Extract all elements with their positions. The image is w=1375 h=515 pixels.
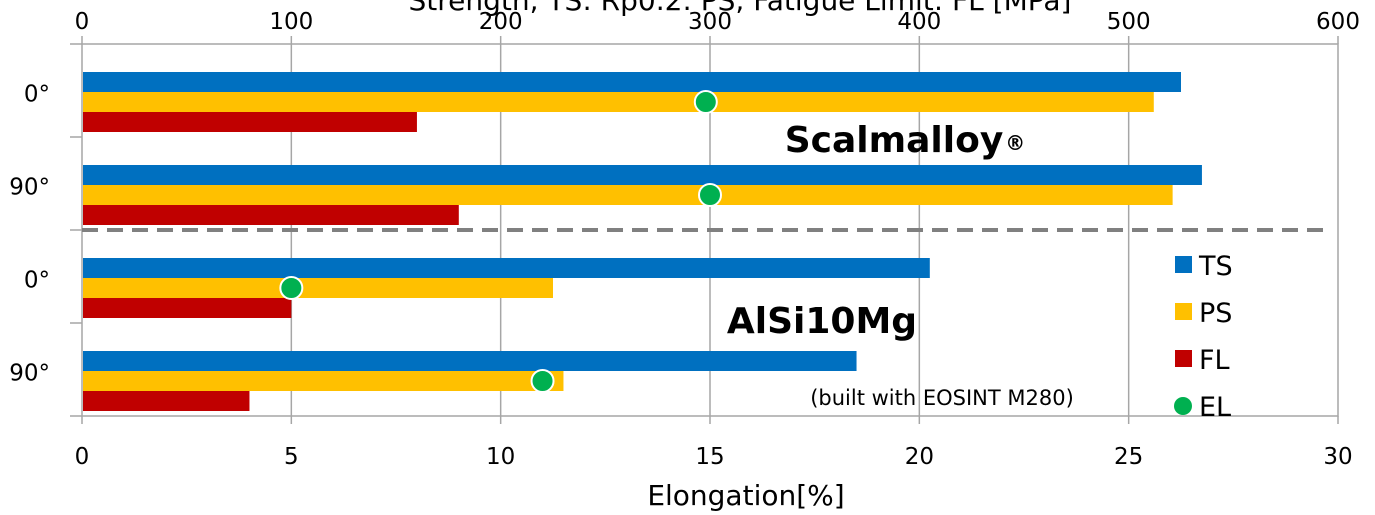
legend-swatch-ps bbox=[1175, 303, 1192, 320]
top-tick-label: 200 bbox=[479, 9, 523, 35]
bar-ps bbox=[83, 185, 1173, 205]
legend: TS PS FL EL bbox=[1174, 251, 1233, 423]
top-tick-label: 100 bbox=[269, 9, 313, 35]
category-label: 0° bbox=[24, 82, 50, 108]
legend-swatch-fl bbox=[1175, 350, 1192, 367]
category-label: 90° bbox=[9, 175, 50, 201]
bar-ts bbox=[83, 72, 1181, 92]
bottom-tick-label: 20 bbox=[905, 444, 934, 470]
top-tick-label: 400 bbox=[897, 9, 941, 35]
el-markers bbox=[279, 90, 722, 393]
category-label: 0° bbox=[24, 268, 50, 294]
bottom-tick-label: 0 bbox=[75, 444, 90, 470]
bottom-tick-label: 25 bbox=[1114, 444, 1143, 470]
bar-ts bbox=[83, 258, 930, 278]
legend-label: TS bbox=[1198, 251, 1233, 282]
legend-label: EL bbox=[1199, 392, 1231, 423]
top-tick-label: 600 bbox=[1316, 9, 1360, 35]
bar-ts bbox=[83, 351, 857, 371]
marker-el bbox=[279, 276, 304, 300]
bar-ps bbox=[83, 278, 553, 298]
bottom-axis-title: Elongation[%] bbox=[647, 479, 844, 512]
legend-label: FL bbox=[1199, 345, 1230, 376]
bottom-tick-label: 30 bbox=[1323, 444, 1352, 470]
bar-ps bbox=[83, 92, 1154, 112]
bars bbox=[83, 72, 1202, 411]
y-axis: 0° 90° 0° 90° bbox=[9, 43, 82, 417]
scalmalloy-label-text: Scalmalloy bbox=[785, 120, 1004, 161]
marker-el bbox=[693, 90, 718, 114]
bottom-tick-label: 5 bbox=[284, 444, 299, 470]
top-axis-title-text: Strength, TS: Rp0.2: PS, Fatigue Limit: … bbox=[409, 0, 1072, 17]
top-tick-label: 300 bbox=[688, 9, 732, 35]
legend-swatch-el bbox=[1174, 397, 1192, 415]
top-axis-ticks: 0 100 200 300 400 500 600 bbox=[75, 9, 1360, 44]
legend-swatch-ts bbox=[1175, 256, 1192, 273]
scalmalloy-label: Scalmalloy ® bbox=[785, 120, 1026, 161]
alsi10mg-label: AlSi10Mg bbox=[727, 301, 917, 342]
marker-el bbox=[698, 183, 722, 207]
legend-label: PS bbox=[1199, 298, 1232, 329]
bar-ts bbox=[83, 165, 1202, 185]
build-note: (built with EOSINT M280) bbox=[810, 386, 1074, 410]
bar-fl bbox=[83, 391, 250, 411]
bar-fl bbox=[83, 112, 417, 132]
top-tick-label: 500 bbox=[1107, 9, 1151, 35]
bottom-tick-label: 10 bbox=[486, 444, 515, 470]
registered-mark: ® bbox=[1005, 131, 1025, 155]
bottom-tick-label: 15 bbox=[695, 444, 724, 470]
bar-ps bbox=[83, 371, 564, 391]
bottom-axis-ticks: 0 5 10 15 20 25 30 bbox=[75, 416, 1353, 470]
top-axis-title: Strength, TS: Rp0.2: PS, Fatigue Limit: … bbox=[409, 0, 1072, 17]
bar-fl bbox=[83, 205, 459, 225]
top-tick-label: 0 bbox=[75, 9, 90, 35]
bar-fl bbox=[83, 298, 292, 318]
category-label: 90° bbox=[9, 361, 50, 387]
marker-el bbox=[530, 369, 555, 393]
